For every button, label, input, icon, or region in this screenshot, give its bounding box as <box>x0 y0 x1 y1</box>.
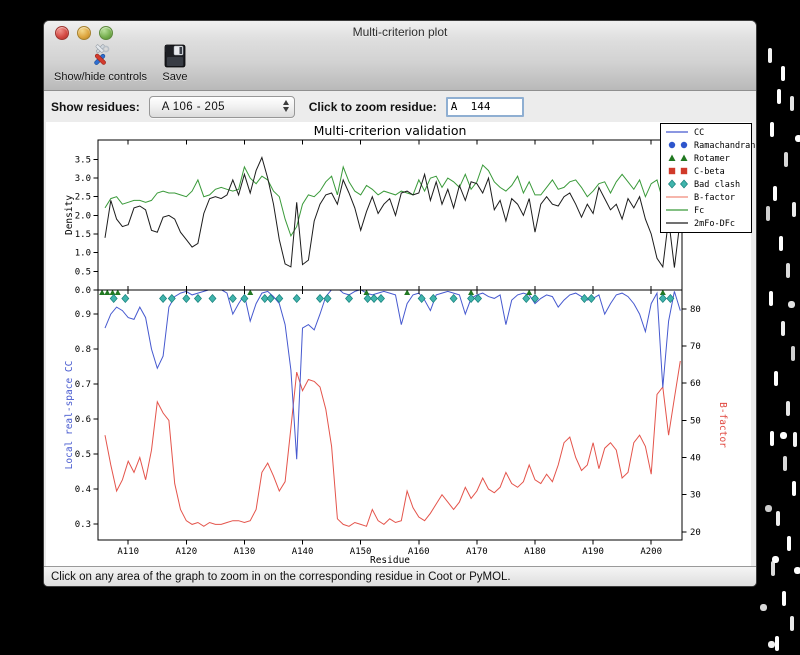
svg-text:A130: A130 <box>234 547 256 557</box>
svg-text:2mFo-DFc: 2mFo-DFc <box>694 219 735 229</box>
svg-text:Residue: Residue <box>370 555 410 566</box>
svg-text:40: 40 <box>690 454 701 464</box>
svg-text:0.9: 0.9 <box>75 310 91 320</box>
svg-text:Ramachandran: Ramachandran <box>694 141 755 151</box>
minimize-button[interactable] <box>77 26 91 40</box>
zoom-window-button[interactable] <box>99 26 113 40</box>
svg-text:50: 50 <box>690 416 701 426</box>
svg-text:A120: A120 <box>175 547 197 557</box>
svg-text:B-factor: B-factor <box>717 402 728 448</box>
svg-text:20: 20 <box>690 528 701 538</box>
svg-text:1.5: 1.5 <box>75 230 91 240</box>
svg-text:70: 70 <box>690 342 701 352</box>
close-button[interactable] <box>55 26 69 40</box>
traffic-lights <box>55 26 113 40</box>
svg-text:0.4: 0.4 <box>75 485 91 495</box>
svg-text:Bad clash: Bad clash <box>694 180 740 190</box>
zoom-residue-input[interactable] <box>445 96 524 117</box>
residue-range-dropdown[interactable]: A 106 - 205 <box>148 95 295 118</box>
svg-text:A200: A200 <box>640 547 662 557</box>
svg-text:3.5: 3.5 <box>75 155 91 165</box>
svg-text:A190: A190 <box>582 547 604 557</box>
tools-icon <box>94 44 110 65</box>
zoom-residue-label: Click to zoom residue: <box>308 99 437 114</box>
show-hide-controls-label: Show/hide controls <box>54 71 147 83</box>
svg-text:60: 60 <box>690 379 701 389</box>
svg-text:0.7: 0.7 <box>75 380 91 390</box>
photo-artifacts-blobs <box>0 0 7 7</box>
svg-text:0.5: 0.5 <box>75 450 91 460</box>
svg-text:1.0: 1.0 <box>75 249 91 259</box>
window-chrome: Multi-criterion plot Show/hide controls <box>44 21 756 91</box>
svg-text:0.3: 0.3 <box>75 520 91 530</box>
show-residues-label: Show residues: <box>51 99 140 114</box>
svg-text:Rotamer: Rotamer <box>694 154 730 164</box>
toolbar: Show/hide controls Save <box>49 41 194 84</box>
svg-text:CC: CC <box>694 128 704 138</box>
validation-plot[interactable]: A110 A120 A130 A140 A150 A160 A170 A180 A190 A200… <box>44 122 756 567</box>
svg-text:2.0: 2.0 <box>75 211 91 221</box>
status-text: Click on any area of the graph to zoom i… <box>51 570 511 583</box>
svg-text:A140: A140 <box>292 547 314 557</box>
svg-text:A150: A150 <box>350 547 372 557</box>
show-hide-controls-button[interactable]: Show/hide controls <box>49 41 152 84</box>
svg-text:Fc: Fc <box>694 206 704 216</box>
svg-text:0.0: 0.0 <box>75 286 91 296</box>
svg-text:Density: Density <box>64 195 75 235</box>
svg-text:B-factor: B-factor <box>694 193 735 203</box>
residue-range-value: A 106 - 205 <box>161 100 225 113</box>
stepper-arrows-icon <box>282 99 289 112</box>
save-icon <box>164 44 186 68</box>
save-button[interactable]: Save <box>156 41 194 84</box>
svg-text:0.5: 0.5 <box>75 267 91 277</box>
svg-text:2.5: 2.5 <box>75 193 91 203</box>
svg-text:0.8: 0.8 <box>75 345 91 355</box>
window-title: Multi-criterion plot <box>352 25 448 39</box>
svg-text:3.0: 3.0 <box>75 174 91 184</box>
save-label: Save <box>162 71 188 83</box>
svg-text:A170: A170 <box>466 547 488 557</box>
svg-text:A180: A180 <box>524 547 546 557</box>
svg-text:A160: A160 <box>408 547 430 557</box>
app-window: Multi-criterion plot Show/hide controls <box>44 21 756 586</box>
svg-text:A110: A110 <box>117 547 139 557</box>
svg-text:C-beta: C-beta <box>694 167 725 177</box>
controls-row: Show residues: A 106 - 205 Click to zoom… <box>44 91 756 122</box>
svg-text:0.6: 0.6 <box>75 415 91 425</box>
status-bar: Click on any area of the graph to zoom i… <box>44 566 756 586</box>
svg-text:80: 80 <box>690 305 701 315</box>
svg-text:Local real-space CC: Local real-space CC <box>64 361 75 470</box>
svg-text:30: 30 <box>690 491 701 501</box>
svg-text:Multi-criterion validation: Multi-criterion validation <box>314 123 467 138</box>
